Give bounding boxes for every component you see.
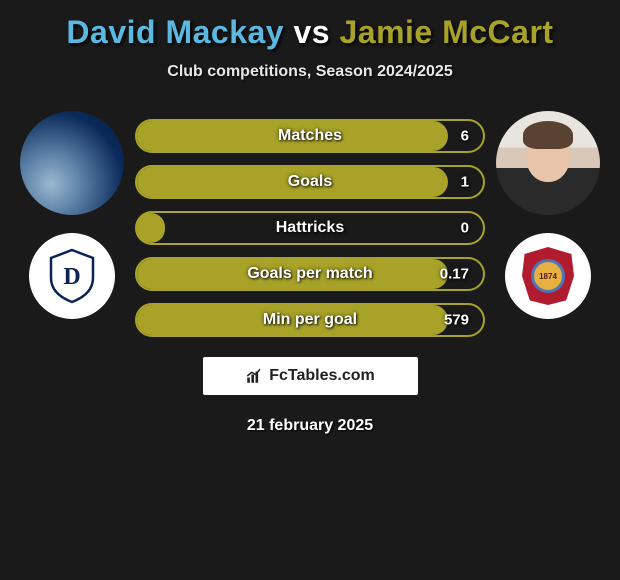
right-side: 1874 <box>493 111 603 319</box>
stat-value: 0 <box>461 220 469 237</box>
brand-badge: FcTables.com <box>203 357 418 395</box>
stat-label: Min per goal <box>263 311 357 329</box>
player2-club-badge: 1874 <box>505 233 591 319</box>
club-badge-year: 1874 <box>539 272 557 281</box>
comparison-title: David Mackay vs Jamie McCart <box>10 14 610 51</box>
stat-value: 0.17 <box>440 266 469 283</box>
stat-label: Hattricks <box>276 219 344 237</box>
stat-value: 579 <box>444 312 469 329</box>
player1-name: David Mackay <box>66 14 284 50</box>
stat-value: 6 <box>461 128 469 145</box>
player1-club-badge: D <box>29 233 115 319</box>
brand-text: FcTables.com <box>269 367 375 385</box>
club-badge-left-icon: D <box>47 248 97 304</box>
stats-column: Matches 6 Goals 1 Hattricks 0 Goals per match 0… <box>135 111 485 337</box>
vs-label: vs <box>293 14 330 50</box>
stat-value: 1 <box>461 174 469 191</box>
player1-avatar <box>20 111 124 215</box>
stat-label: Goals per match <box>247 265 372 283</box>
stat-pill: Min per goal 579 <box>135 303 485 337</box>
chart-icon <box>245 367 263 385</box>
player2-name: Jamie McCart <box>339 14 553 50</box>
stat-pill: Goals 1 <box>135 165 485 199</box>
stat-pill: Hattricks 0 <box>135 211 485 245</box>
player2-avatar <box>496 111 600 215</box>
stat-pill: Goals per match 0.17 <box>135 257 485 291</box>
stat-label: Matches <box>278 127 342 145</box>
stat-fill <box>137 213 165 243</box>
generated-date: 21 february 2025 <box>10 417 610 435</box>
svg-text:D: D <box>63 264 80 290</box>
comparison-subtitle: Club competitions, Season 2024/2025 <box>10 63 610 81</box>
comparison-body: D Matches 6 Goals 1 Hattricks 0 Goals per matc… <box>10 111 610 337</box>
left-side: D <box>17 111 127 319</box>
club-badge-right-icon: 1874 <box>522 247 574 305</box>
stat-pill: Matches 6 <box>135 119 485 153</box>
stat-label: Goals <box>288 173 332 191</box>
